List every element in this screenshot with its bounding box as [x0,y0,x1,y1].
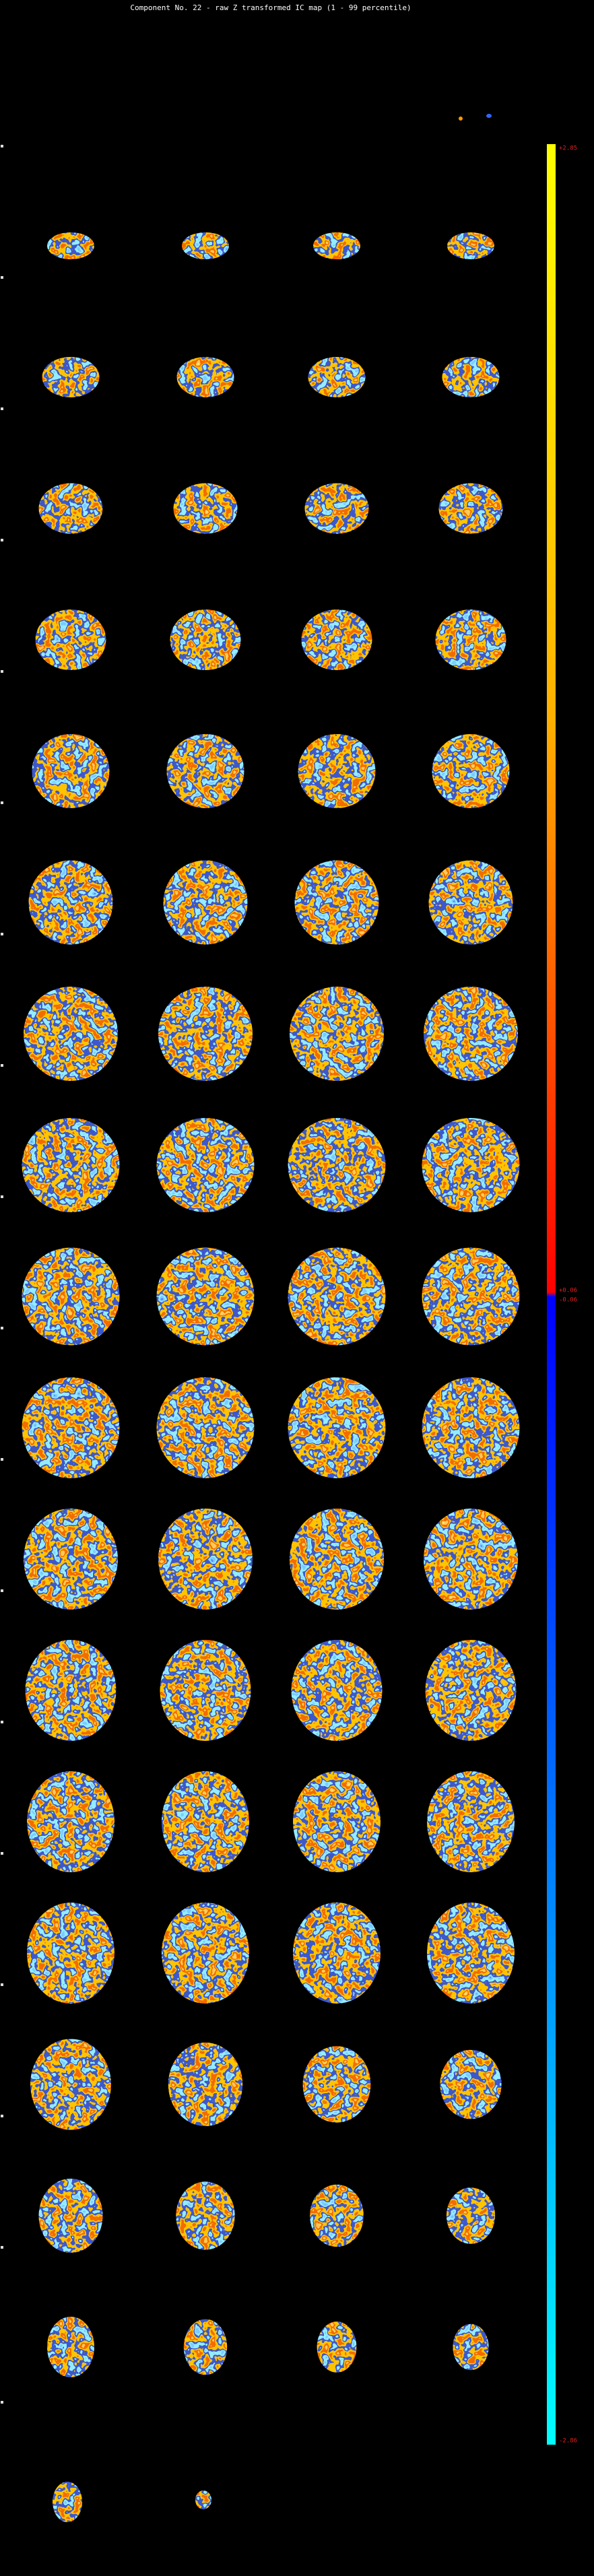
speck [486,114,492,118]
brain-slice [293,1903,381,2004]
colorbar-mid-label: -0.06 [559,1297,577,1304]
brain-slice [422,1377,520,1478]
brain-slice [308,357,366,397]
brain-slice [427,1771,515,1872]
brain-slice [313,232,360,259]
brain-slice [428,860,513,945]
row-marker [1,1852,3,1855]
brain-slice [27,1903,114,2004]
brain-slice [304,483,369,534]
brain-slice [435,609,506,670]
brain-slice [310,2184,364,2247]
row-marker [1,1983,3,1986]
brain-slice [182,232,229,259]
colorbar-bottom-label: -2.86 [559,2438,577,2445]
brain-slice [288,1247,386,1346]
row-marker [1,1589,3,1592]
row-marker [1,2401,3,2404]
row-marker [1,801,3,804]
colorbar-mid-label: +0.06 [559,1288,577,1294]
row-marker [1,1064,3,1067]
row-marker [1,1327,3,1329]
row-marker [1,2246,3,2249]
brain-slice [22,1247,120,1346]
brain-slice [195,2490,211,2509]
brain-slice [24,987,118,1081]
row-marker [1,1195,3,1198]
brain-slice [173,483,238,534]
brain-slice [290,1509,384,1610]
brain-slice [28,860,113,945]
brain-slice [156,1118,255,1212]
row-marker [1,1721,3,1723]
brain-slice [293,1771,381,1872]
brain-slice [442,357,500,397]
brain-slice [22,1377,120,1478]
brain-slice [176,357,234,397]
brain-slice [317,2321,357,2373]
brain-slice [166,734,244,808]
brain-slice [453,2323,489,2371]
brain-slice [30,2039,111,2130]
row-marker [1,407,3,410]
colorbar-top-label: +2.85 [559,145,577,152]
brain-slice [25,1640,117,1741]
brain-slice [35,609,106,670]
brain-slice [290,987,384,1081]
brain-slice [24,1509,118,1610]
brain-slice [424,987,518,1081]
brain-slice [425,1640,517,1741]
brain-slice [447,232,494,259]
row-marker [1,2115,3,2117]
brain-slice [183,2319,228,2375]
brain-slice [294,860,379,945]
brain-slice [32,734,110,808]
brain-slice [301,609,372,670]
slices [1,114,520,2522]
brain-slice [288,1377,386,1478]
brain-slice [53,2482,82,2522]
brain-slice [424,1509,518,1610]
brain-slice [158,1509,253,1610]
row-marker [1,539,3,541]
brain-slice [42,357,100,397]
brain-slice [168,2042,243,2127]
speck [459,117,463,121]
brain-slice [446,2187,496,2244]
row-marker [1,1458,3,1461]
brain-slice [298,734,376,808]
brain-slice [38,483,103,534]
row-marker [1,276,3,279]
brain-slice [158,987,253,1081]
brain-slice [291,1640,383,1741]
brain-slice [163,860,248,945]
brain-slice [38,2179,103,2253]
brain-slice [176,2181,235,2250]
brain-slice [427,1903,515,2004]
brain-slice [22,1118,120,1212]
brain-slice [162,1771,249,1872]
row-marker [1,145,3,147]
brain-slice [438,483,503,534]
brain-slice [288,1118,386,1212]
row-marker [1,933,3,935]
brain-slice [27,1771,114,1872]
colorbar [547,144,556,2445]
brain-slice [156,1377,255,1478]
brain-slice [156,1247,255,1346]
brain-slice [47,232,94,259]
row-marker [1,670,3,673]
brain-slice [170,609,241,670]
brain-slice [302,2046,371,2123]
brain-slice [422,1118,520,1212]
brain-slice [160,1640,251,1741]
brain-slice [47,2317,94,2377]
title: Component No. 22 - raw Z transformed IC … [130,3,411,12]
brain-slice [432,734,510,808]
brain-slice [440,2049,502,2119]
brain-slice [162,1903,249,2004]
brain-slice [422,1247,520,1346]
